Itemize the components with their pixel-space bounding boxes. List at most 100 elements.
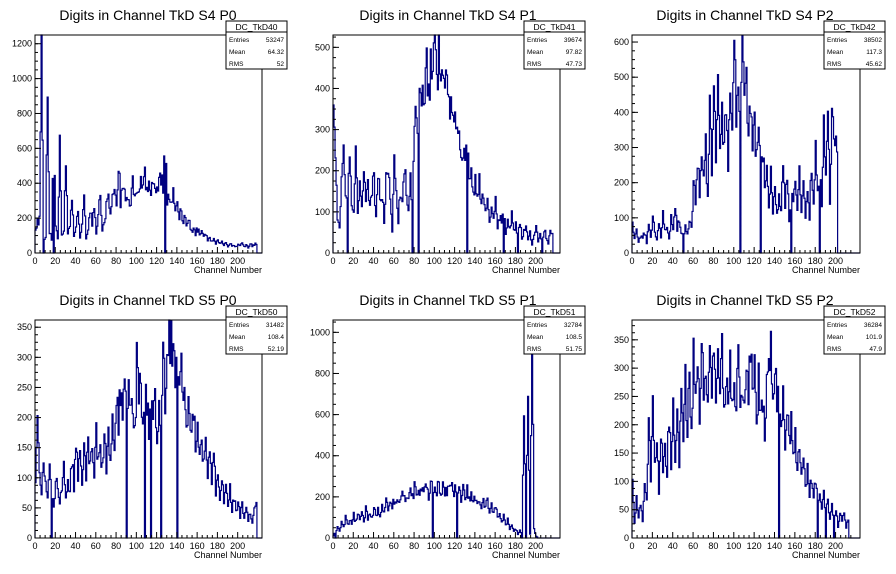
x-tick-label: 20 [50, 541, 60, 551]
x-tick-label: 80 [708, 256, 718, 266]
x-tick-label: 100 [129, 256, 144, 266]
y-tick-label: 1200 [12, 39, 32, 49]
y-tick-label: 150 [614, 448, 629, 458]
stats-box-frame [225, 305, 288, 355]
stats-label: Mean [527, 49, 544, 56]
y-tick-label: 50 [619, 505, 629, 515]
x-tick-label: 120 [149, 256, 164, 266]
histogram-panel: Digits in Channel TkD S5 P1 0 20 40 60 80 100 1… [310, 292, 586, 560]
stats-value: 39674 [564, 37, 582, 44]
x-tick-label: 180 [508, 541, 523, 551]
stats-box-frame [523, 20, 586, 70]
x-tick-label: 200 [828, 541, 843, 551]
plot-frame [631, 319, 861, 539]
y-tick-label: 250 [17, 382, 32, 392]
stats-box: DC_TkD41 Entries 39674 Mean 97.82 RMS 47.73 [523, 20, 586, 70]
x-tick-label: 80 [409, 541, 419, 551]
plot-frame [332, 34, 561, 254]
x-tick-label: 40 [71, 541, 81, 551]
x-tick-label: 140 [467, 256, 482, 266]
stats-value: 52.19 [268, 346, 285, 353]
panel-title: Digits in Channel TkD S4 P0 [59, 7, 236, 23]
y-tick-label: 200 [17, 213, 32, 223]
y-tick-label: 1000 [310, 327, 330, 337]
stats-value: 52 [277, 61, 285, 68]
x-tick-label: 60 [688, 541, 698, 551]
x-tick-label: 200 [528, 256, 543, 266]
x-tick-label: 200 [828, 256, 843, 266]
stats-histogram-name: DC_TkD51 [533, 307, 575, 317]
plot-frame [631, 34, 861, 254]
x-tick-label: 100 [427, 541, 442, 551]
x-tick-label: 20 [348, 541, 358, 551]
panel-title: Digits in Channel TkD S5 P2 [656, 292, 833, 308]
x-tick-label: 160 [190, 541, 205, 551]
stats-label: RMS [229, 346, 244, 353]
x-tick-label: 40 [668, 541, 678, 551]
y-tick-label: 200 [315, 492, 330, 502]
stats-value: 97.82 [566, 49, 583, 56]
y-tick-label: 600 [315, 410, 330, 420]
x-tick-label: 180 [508, 256, 523, 266]
x-tick-label: 80 [111, 541, 121, 551]
stats-label: Mean [827, 334, 844, 341]
x-tick-label: 200 [528, 541, 543, 551]
stats-box-frame [225, 20, 288, 70]
stats-value: 38502 [864, 37, 882, 44]
x-axis-label: Channel Number [492, 550, 560, 560]
x-tick-label: 20 [647, 256, 657, 266]
x-tick-label: 120 [447, 541, 462, 551]
x-tick-label: 180 [210, 256, 225, 266]
histogram-panel: Digits in Channel TkD S5 P2 0 20 40 60 80 100 1… [614, 292, 886, 560]
y-tick-label: 400 [315, 83, 330, 93]
stats-label: Entries [229, 322, 250, 329]
stats-value: 45.62 [866, 61, 883, 68]
histogram-line [34, 34, 262, 254]
stats-value: 31482 [266, 322, 284, 329]
x-tick-label: 120 [447, 256, 462, 266]
x-tick-label: 100 [726, 541, 741, 551]
x-tick-label: 180 [210, 541, 225, 551]
x-axis-label: Channel Number [194, 550, 262, 560]
stats-histogram-name: DC_TkD52 [833, 307, 875, 317]
x-axis-label: Channel Number [792, 550, 860, 560]
stats-histogram-name: DC_TkD41 [533, 22, 575, 32]
x-tick-label: 40 [369, 541, 379, 551]
stats-histogram-name: DC_TkD42 [833, 22, 875, 32]
y-tick-label: 0 [27, 533, 32, 543]
x-tick-label: 160 [488, 256, 503, 266]
y-tick-label: 250 [614, 391, 629, 401]
x-tick-label: 80 [708, 541, 718, 551]
x-tick-label: 60 [91, 541, 101, 551]
y-tick-label: 0 [27, 248, 32, 258]
panel-title: Digits in Channel TkD S5 P0 [59, 292, 236, 308]
stats-box: DC_TkD40 Entries 53247 Mean 64.32 RMS 52 [225, 20, 288, 70]
x-tick-label: 60 [688, 256, 698, 266]
y-tick-label: 0 [325, 248, 330, 258]
x-tick-label: 0 [32, 256, 37, 266]
stats-label: RMS [527, 346, 542, 353]
histogram-line [332, 34, 560, 254]
plot-frame [34, 34, 263, 254]
histogram-line [332, 323, 560, 539]
y-tick-label: 150 [17, 443, 32, 453]
x-tick-label: 140 [467, 541, 482, 551]
y-tick-label: 500 [315, 42, 330, 52]
x-tick-label: 40 [71, 256, 81, 266]
x-tick-label: 120 [747, 256, 762, 266]
stats-value: 47.73 [566, 61, 583, 68]
y-tick-label: 400 [315, 451, 330, 461]
stats-label: RMS [827, 346, 842, 353]
stats-value: 47.9 [869, 346, 882, 353]
x-tick-label: 40 [668, 256, 678, 266]
x-tick-label: 160 [787, 541, 802, 551]
x-axis-label: Channel Number [194, 265, 262, 275]
y-tick-label: 0 [325, 533, 330, 543]
x-tick-label: 100 [427, 256, 442, 266]
stats-label: Entries [827, 37, 848, 44]
stats-box: DC_TkD51 Entries 32784 Mean 108.5 RMS 51.75 [523, 305, 586, 355]
x-tick-label: 60 [389, 256, 399, 266]
x-tick-label: 160 [787, 256, 802, 266]
histogram-line [631, 330, 860, 539]
